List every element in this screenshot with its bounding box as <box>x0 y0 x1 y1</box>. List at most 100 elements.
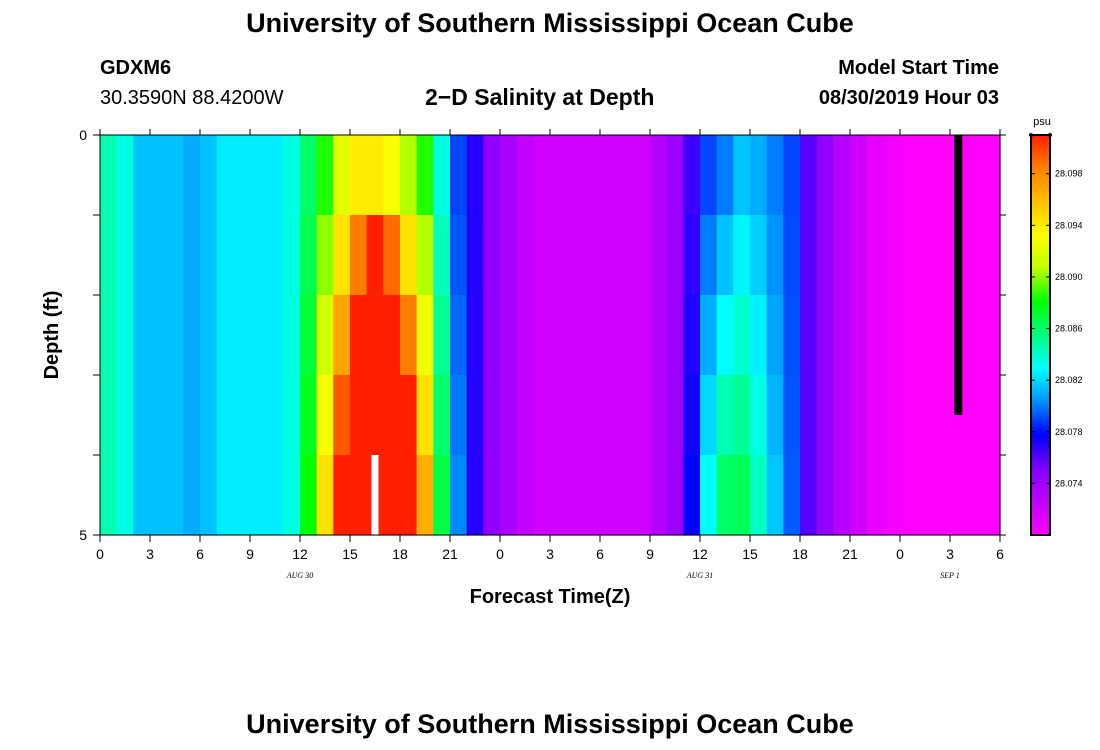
heatmap-cell <box>766 135 784 216</box>
heatmap-cell <box>450 375 468 456</box>
heatmap-cell <box>616 215 634 296</box>
heatmap-cell <box>850 375 868 456</box>
heatmap-cell <box>783 215 801 296</box>
heatmap-cell <box>233 295 251 376</box>
heatmap-cell <box>100 215 118 296</box>
heatmap-axes: 0 3 6 9 12 15 18 21 0 3 6 9 12 15 18 21 0 3 6 AUG 30 AUG 31 S… <box>79 127 1006 580</box>
heatmap-cell <box>133 135 151 216</box>
heatmap-cell <box>366 375 384 456</box>
heatmap-cell <box>900 295 918 376</box>
heatmap-cell <box>316 455 334 536</box>
heatmap-cell <box>100 295 118 376</box>
heatmap-cell <box>150 295 168 376</box>
heatmap-cell <box>483 295 501 376</box>
heatmap-cell <box>600 135 618 216</box>
heatmap-cell <box>850 455 868 536</box>
heatmap-cell <box>183 135 201 216</box>
heatmap-cell <box>316 215 334 296</box>
heatmap-cell <box>116 375 134 456</box>
heatmap-cell <box>850 295 868 376</box>
heatmap-cell <box>816 455 834 536</box>
x-tick-label: 6 <box>196 546 204 562</box>
heatmap-cell <box>166 455 184 536</box>
colorbar-tick-label: 28.098 <box>1055 169 1083 179</box>
heatmap-cell <box>433 295 451 376</box>
heatmap-cell <box>800 135 818 216</box>
colorbar-tick-label: 28.094 <box>1055 220 1083 230</box>
heatmap-cell <box>100 135 118 216</box>
heatmap-cell <box>116 135 134 216</box>
heatmap-cell <box>250 455 268 536</box>
heatmap-cell <box>916 295 934 376</box>
white-bar-marker <box>371 455 379 535</box>
heatmap-cell <box>416 375 434 456</box>
heatmap-cell <box>250 375 268 456</box>
heatmap-cell <box>450 455 468 536</box>
heatmap-cell <box>883 295 901 376</box>
heatmap-cell <box>550 295 568 376</box>
heatmap-cell <box>666 135 684 216</box>
heatmap-cell <box>783 295 801 376</box>
heatmap-cell <box>566 455 584 536</box>
heatmap-cell <box>733 215 751 296</box>
x-tick-label: 21 <box>842 546 858 562</box>
colorbar-tick-label: 28.078 <box>1055 427 1083 437</box>
heatmap-cell <box>616 135 634 216</box>
heatmap-cell <box>350 295 368 376</box>
heatmap-cell <box>250 135 268 216</box>
heatmap-cell <box>933 215 951 296</box>
heatmap-cell <box>200 375 218 456</box>
heatmap-cell <box>516 455 534 536</box>
heatmap-cell <box>733 375 751 456</box>
heatmap-cell <box>533 375 551 456</box>
heatmap-cell <box>750 455 768 536</box>
heatmap-cell <box>683 215 701 296</box>
heatmap-cell <box>816 215 834 296</box>
heatmap-cell <box>266 135 284 216</box>
heatmap-cell <box>866 295 884 376</box>
heatmap-cell <box>583 455 601 536</box>
heatmap-cell <box>733 455 751 536</box>
date-label: SEP 1 <box>940 571 960 580</box>
heatmap-cell <box>983 135 1001 216</box>
heatmap-cell <box>283 135 301 216</box>
heatmap-cell <box>466 215 484 296</box>
heatmap-cell <box>150 375 168 456</box>
heatmap-cell <box>433 455 451 536</box>
heatmap-cell <box>466 135 484 216</box>
heatmap-cell <box>850 135 868 216</box>
heatmap-cell <box>666 455 684 536</box>
heatmap-cell <box>883 455 901 536</box>
heatmap-cell <box>850 215 868 296</box>
heatmap-cell <box>116 295 134 376</box>
heatmap-cell <box>666 295 684 376</box>
heatmap-cell <box>833 295 851 376</box>
heatmap-cell <box>566 135 584 216</box>
heatmap-cell <box>816 295 834 376</box>
colorbar-scale <box>1030 134 1051 536</box>
heatmap-cell <box>966 215 984 296</box>
heatmap-cell <box>416 455 434 536</box>
heatmap-cell <box>650 375 668 456</box>
heatmap-cell <box>100 455 118 536</box>
x-tick-label: 3 <box>546 546 554 562</box>
heatmap-cell <box>766 375 784 456</box>
heatmap-cell <box>383 375 401 456</box>
heatmap-cell <box>966 375 984 456</box>
heatmap-cell <box>733 135 751 216</box>
heatmap-cell <box>716 295 734 376</box>
heatmap-cell <box>583 215 601 296</box>
heatmap-cell <box>800 215 818 296</box>
heatmap-cell <box>100 375 118 456</box>
heatmap-cell <box>300 455 318 536</box>
x-tick-label: 9 <box>246 546 254 562</box>
x-tick-label: 0 <box>896 546 904 562</box>
heatmap-cell <box>183 295 201 376</box>
plot-title: 2−D Salinity at Depth <box>425 84 655 110</box>
heatmap-cell <box>633 215 651 296</box>
heatmap-cell <box>166 135 184 216</box>
heatmap-cell <box>200 135 218 216</box>
heatmap-cell <box>816 135 834 216</box>
heatmap-cell <box>750 135 768 216</box>
heatmap-cell <box>716 215 734 296</box>
